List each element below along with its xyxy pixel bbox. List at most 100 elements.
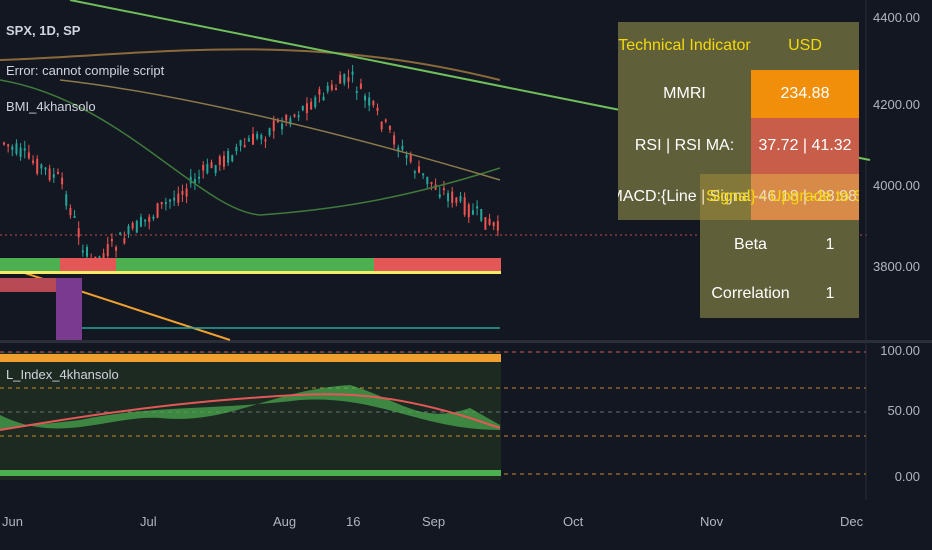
mmri-label: MMRI [618,70,751,118]
candle-body [442,188,445,191]
bmi-band-green-1 [0,258,60,271]
candle-body [459,195,462,202]
macd-label: MACD:{Line | Signal} [618,174,751,220]
candle-body [422,173,425,176]
candle-body [272,120,275,132]
bmi-band-red-1 [60,258,116,271]
candle-body [44,167,47,170]
candle-body [27,152,30,159]
lower-label-100: 100.00 [880,343,920,358]
candle-body [131,223,134,229]
candle-body [52,174,55,178]
lower-bottom-band [0,470,501,476]
price-label-4000: 4000.00 [873,178,920,193]
candle-body [247,138,250,142]
candle-body [413,171,416,174]
candle-body [418,166,420,173]
candle-body [243,145,246,148]
candle-body [351,71,354,75]
candle-body [206,163,209,174]
lower-pane [0,351,866,480]
candle-body [289,118,292,125]
candle-body [239,140,242,146]
candle-body [61,177,64,185]
lower-label-50: 50.00 [887,403,920,418]
candle-body [496,221,499,231]
candle-body [173,197,176,201]
bmi-band-yellow [0,271,501,274]
candle-body [156,203,159,218]
candle-body [264,139,267,142]
candle-body [380,121,383,130]
candle-body [368,97,371,106]
indicator-legend[interactable]: BMI_4khansolo [6,99,96,114]
date-label-nov: Nov [700,514,724,529]
candle-body [210,162,213,169]
candle-body [23,148,26,151]
candle-body [314,97,317,108]
candle-body [451,191,454,203]
candle-body [463,197,466,215]
bmi-band-green-2 [116,258,374,271]
candle-body [281,123,284,130]
candle-body [426,176,429,185]
mmri-value: 234.88 [751,70,859,118]
lower-label-0: 0.00 [894,469,920,484]
moving-average-200 [0,48,501,81]
candle-body [36,158,39,174]
macd-value: -46.18 | -28.98 [751,174,859,220]
candle-body [376,107,379,112]
price-label-4200: 4200.00 [873,97,920,112]
candle-body [467,204,470,218]
rsi-value: 37.72 | 41.32 [751,118,859,174]
candle-body [15,143,18,154]
price-label-3800: 3800.00 [873,259,920,274]
candle-body [397,147,400,152]
table-header-right: USD [751,22,859,70]
lower-indicator-legend[interactable]: L_Index_4khansolo [6,367,119,382]
symbol-legend[interactable]: SPX, 1D, SP [6,23,81,38]
candle-body [152,216,155,219]
candle-body [135,221,138,233]
script-error-legend[interactable]: Error: cannot compile script [6,63,165,78]
moving-average-100 [59,79,501,181]
candle-body [326,85,329,92]
candle-body [409,154,412,162]
candle-body [318,89,321,95]
table-header-left: Technical Indicator [618,22,751,70]
date-label-16: 16 [346,514,361,529]
candle-body [347,77,350,82]
upgrade-overlay[interactable]: Signal} - Upgrade to Sig... [700,174,859,220]
candle-body [7,144,10,147]
candle-body [252,133,254,145]
candle-body [19,147,22,157]
candle-body [110,238,113,242]
candle-body [401,145,404,150]
candle-body [322,96,325,101]
candle-body [388,125,391,130]
candle-body [65,194,68,206]
candle-body [335,88,337,91]
rsi-label: RSI | RSI MA: [618,118,751,174]
candle-body [73,216,76,219]
candle-body [297,115,300,118]
date-label-dec: Dec [840,514,864,529]
correlation-label: Correlation [700,270,801,318]
candle-body [355,90,358,93]
candle-body [476,206,479,209]
candle-body [181,190,184,195]
candle-body [86,247,88,257]
candle-body [260,135,263,140]
candle-body [148,216,151,222]
date-label-oct: Oct [563,514,584,529]
candle-body [164,202,167,205]
candle-body [285,114,288,121]
candle-body [77,228,80,238]
correlation-value: 1 [801,270,859,318]
candle-body [98,256,101,259]
candle-body [193,179,196,184]
beta-label: Beta [700,220,801,270]
candle-body [488,218,491,225]
candle-body [81,250,84,253]
